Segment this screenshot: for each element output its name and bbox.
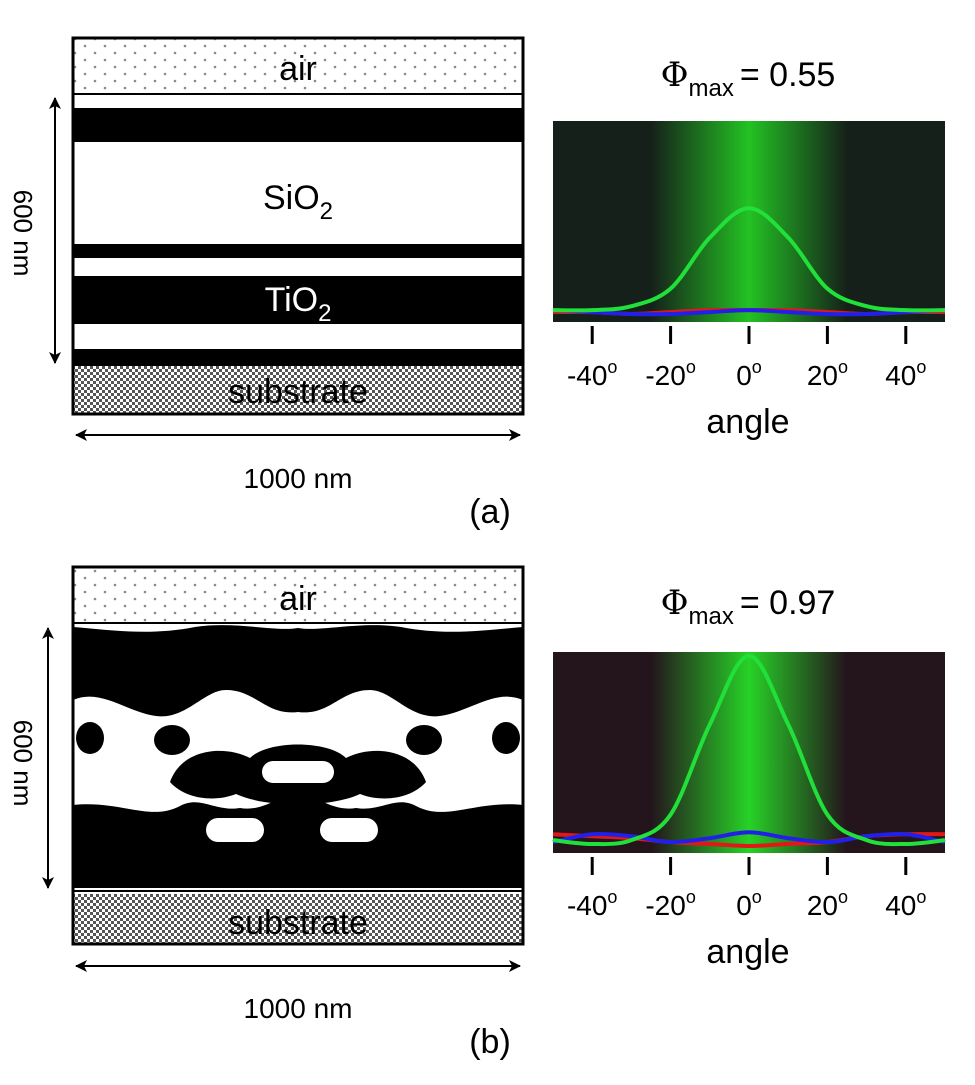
panel-b-blue-curve bbox=[552, 830, 946, 845]
panel-b-tio2-top-region bbox=[73, 625, 523, 717]
panel-a-substrate-label: substrate bbox=[228, 373, 368, 411]
panel-a-axis-ticks: -40o -20o 0o 20o 40o bbox=[567, 326, 926, 391]
panel-b-air-layer bbox=[73, 567, 523, 623]
panel-a-tio2-band bbox=[73, 349, 523, 366]
panel-b-label: (b) bbox=[469, 1023, 511, 1061]
panel-a-dimensions: 600 nm 1000 nm (a) bbox=[8, 97, 521, 531]
panel-b-sio2-inclusion bbox=[320, 818, 378, 842]
panel-a-curves bbox=[552, 206, 946, 317]
panel-b-green-curve bbox=[552, 653, 946, 847]
panel-a-sio2-label: SiO2 bbox=[263, 179, 333, 225]
panel-b-tio2-bottom-region bbox=[73, 794, 523, 888]
panel-a-plot: Φmax = 0.55 -40o -20o 0o 20o 40o angle bbox=[552, 55, 946, 441]
panel-a-substrate-layer bbox=[73, 366, 523, 414]
panel-a-tick-label: -40o bbox=[567, 357, 617, 391]
panel-b-axis-ticks: -40o -20o 0o 20o 40o bbox=[567, 857, 926, 921]
panel-b-x-axis-label: angle bbox=[706, 933, 789, 971]
panel-b-phi-max: Φmax = 0.97 bbox=[661, 583, 836, 630]
panel-a-air-layer bbox=[73, 38, 523, 94]
panel-b-curves bbox=[552, 653, 946, 849]
panel-a-tick-label: 20o bbox=[807, 357, 848, 391]
panel-b-air-label: air bbox=[279, 580, 317, 618]
panel-b-tick-label: 0o bbox=[736, 887, 762, 921]
panel-b-sio2-inclusion bbox=[262, 761, 334, 783]
panel-b-tick-label: -40o bbox=[567, 887, 617, 921]
panel-b-height-label: 600 nm bbox=[8, 720, 38, 807]
panel-a-phi-max: Φmax = 0.55 bbox=[661, 55, 836, 102]
panel-a-tick-label: 40o bbox=[885, 357, 926, 391]
panel-a-tio2-band bbox=[73, 244, 523, 258]
panel-a-tick-label: -20o bbox=[645, 357, 695, 391]
panel-a-label: (a) bbox=[469, 493, 511, 531]
panel-b-tio2-inclusion bbox=[406, 725, 442, 755]
panel-a-structure: air SiO2 TiO2 substrate bbox=[71, 36, 525, 416]
panel-a-tick-label: 0o bbox=[736, 357, 762, 391]
panel-b-tio2-inclusion bbox=[76, 722, 104, 754]
panel-a-green-curve bbox=[552, 206, 946, 313]
panel-b-tick-label: 20o bbox=[807, 887, 848, 921]
panel-b-plot-background bbox=[553, 652, 945, 853]
panel-b-tio2-inclusion bbox=[492, 722, 520, 754]
panel-a-height-label: 600 nm bbox=[8, 190, 38, 277]
panel-b-plot: Φmax = 0.97 -40o -20o 0o 20o 40o angle bbox=[552, 583, 946, 971]
panel-b-width-label: 1000 nm bbox=[244, 993, 353, 1024]
panel-b-tick-label: 40o bbox=[885, 887, 926, 921]
panel-a-air-label: air bbox=[279, 50, 317, 88]
panel-b-tio2-inclusion bbox=[154, 725, 190, 755]
panel-b-frame bbox=[71, 565, 525, 946]
panel-b-tick-label: -20o bbox=[645, 887, 695, 921]
panel-a-tio2-band bbox=[73, 276, 523, 324]
panel-a-x-axis-label: angle bbox=[706, 403, 789, 441]
panel-b-dimensions: 600 nm 1000 nm (b) bbox=[8, 627, 521, 1061]
panel-b-sio2-inclusion bbox=[206, 818, 264, 842]
panel-a-plot-background bbox=[553, 121, 945, 322]
panel-a-frame bbox=[71, 36, 525, 416]
panel-b-structure: air substrate bbox=[71, 565, 525, 946]
panel-a-width-label: 1000 nm bbox=[244, 463, 353, 494]
panel-a-tio2-band bbox=[73, 108, 523, 142]
panel-a-tio2-label: TiO2 bbox=[265, 281, 332, 327]
panel-b-substrate-label: substrate bbox=[228, 904, 368, 942]
panel-b-substrate-layer bbox=[73, 894, 523, 944]
panel-a-blue-curve bbox=[552, 308, 946, 317]
